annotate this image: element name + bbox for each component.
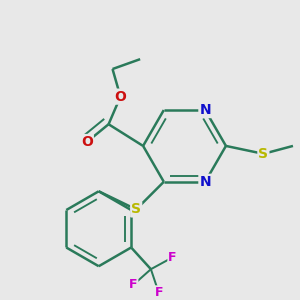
Text: O: O xyxy=(115,90,126,104)
Text: F: F xyxy=(168,251,177,264)
Text: S: S xyxy=(131,202,141,216)
Text: F: F xyxy=(129,278,137,292)
Text: N: N xyxy=(200,103,211,117)
Text: F: F xyxy=(154,286,163,299)
Text: N: N xyxy=(200,175,211,189)
Text: O: O xyxy=(81,135,93,149)
Text: S: S xyxy=(258,147,268,161)
